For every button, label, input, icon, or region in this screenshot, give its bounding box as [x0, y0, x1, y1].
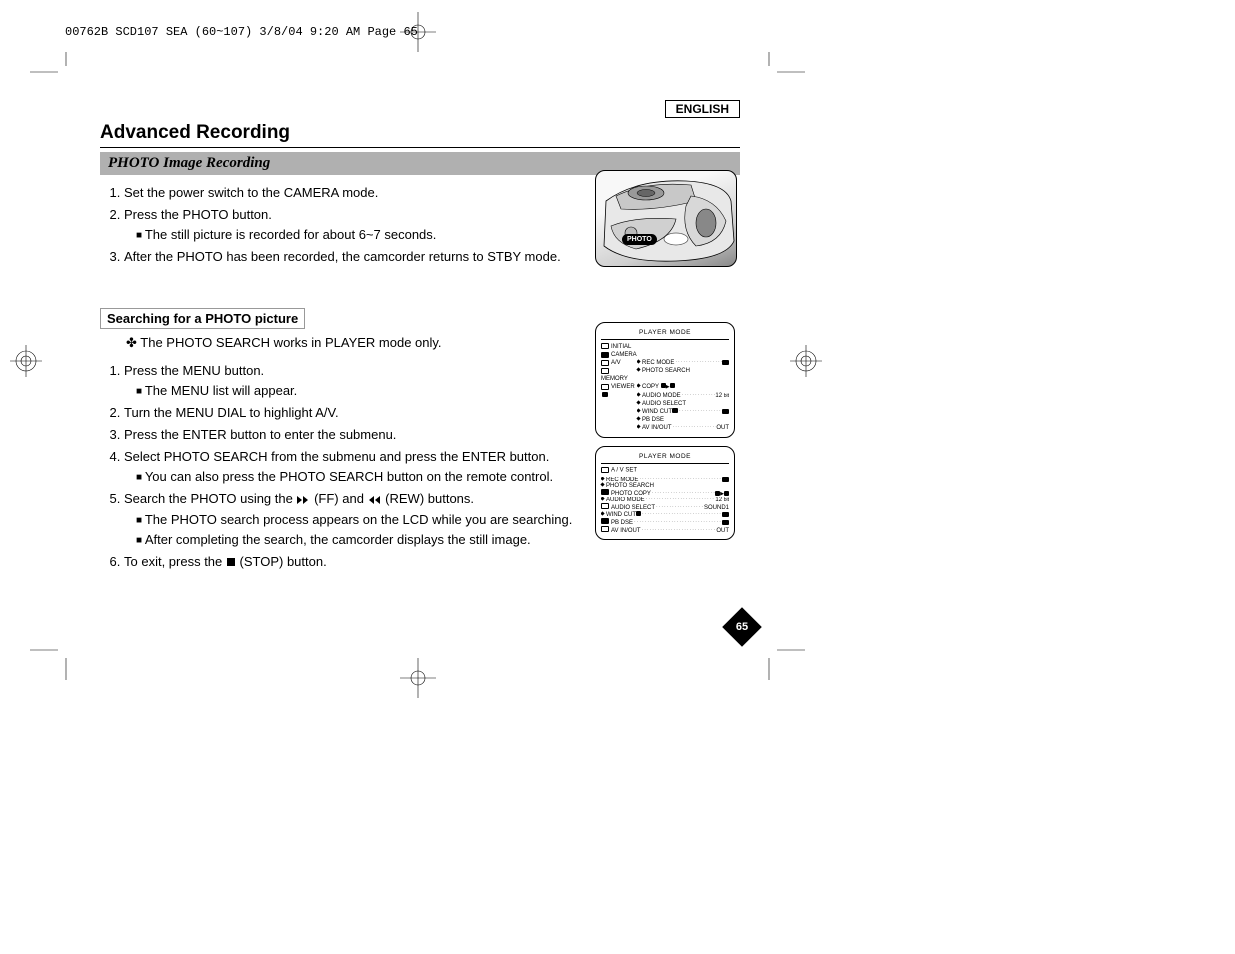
screen-title: PLAYER MODE: [601, 329, 729, 340]
list-text: After the PHOTO has been recorded, the c…: [124, 249, 561, 264]
camera-illustration: PHOTO: [595, 170, 737, 267]
instruction-list-1: Set the power switch to the CAMERA mode.…: [100, 183, 604, 268]
list-text: Set the power switch to the CAMERA mode.: [124, 185, 378, 200]
crop-tl: [30, 52, 70, 92]
photo-button-label: PHOTO: [622, 234, 657, 245]
ff-icon: [296, 495, 310, 505]
list-item: To exit, press the (STOP) button.: [124, 552, 604, 572]
center-mark-top: [400, 12, 436, 52]
crop-bl: [30, 640, 70, 680]
center-mark-bottom: [400, 658, 436, 698]
reg-mark-tl: [10, 345, 42, 377]
stop-icon: [226, 557, 236, 567]
crop-tr: [765, 52, 805, 92]
prepress-header: 00762B SCD107 SEA (60~107) 3/8/04 9:20 A…: [65, 25, 418, 39]
sub-item: The PHOTO search process appears on the …: [136, 510, 604, 530]
list-item: Press the MENU button. The MENU list wil…: [124, 361, 604, 401]
sub-item: After completing the search, the camcord…: [136, 530, 604, 550]
instruction-list-2: Press the MENU button. The MENU list wil…: [100, 361, 604, 572]
sub-item: You can also press the PHOTO SEARCH butt…: [136, 467, 604, 487]
figures-column: PHOTO PLAYER MODE INITIAL CAMERA A/V REC…: [595, 170, 745, 540]
page-number: 65: [728, 613, 756, 641]
list-item: Press the ENTER button to enter the subm…: [124, 425, 604, 445]
lcd-screen-2: PLAYER MODE A / V SET REC MODE PHOTO SEA…: [595, 446, 735, 540]
list-item: Search the PHOTO using the (FF) and (REW…: [124, 489, 604, 549]
list-text: Press the PHOTO button.: [124, 207, 272, 222]
list-item: Select PHOTO SEARCH from the submenu and…: [124, 447, 604, 487]
rew-icon: [368, 495, 382, 505]
list-item: Turn the MENU DIAL to highlight A/V.: [124, 403, 604, 423]
screen-title: PLAYER MODE: [601, 453, 729, 464]
list-item: After the PHOTO has been recorded, the c…: [124, 247, 604, 267]
page-title: Advanced Recording: [100, 122, 740, 148]
camera-drawing: [596, 171, 736, 266]
sub-item: The MENU list will appear.: [136, 381, 604, 401]
list-item: Press the PHOTO button. The still pictur…: [124, 205, 604, 245]
reg-mark-tr: [790, 345, 822, 377]
lcd-screen-1: PLAYER MODE INITIAL CAMERA A/V REC MODE …: [595, 322, 735, 438]
sub-item: The still picture is recorded for about …: [136, 225, 604, 245]
crop-br: [765, 640, 805, 680]
sub-heading: Searching for a PHOTO picture: [100, 308, 305, 329]
list-item: Set the power switch to the CAMERA mode.: [124, 183, 604, 203]
language-badge: ENGLISH: [665, 100, 740, 118]
